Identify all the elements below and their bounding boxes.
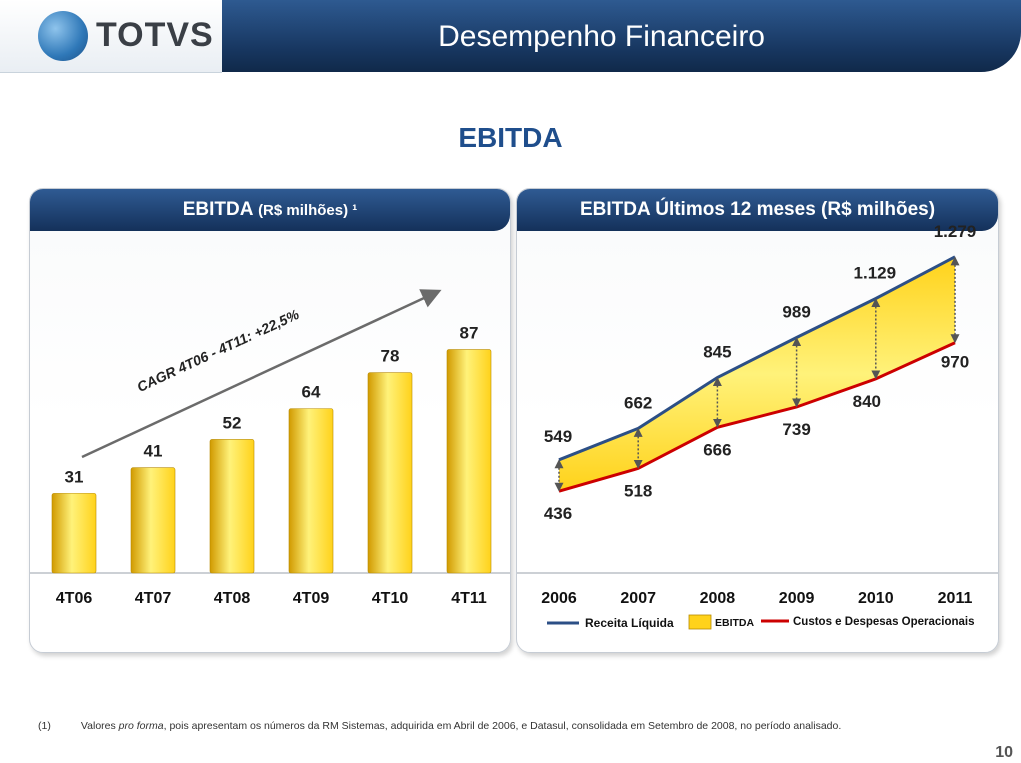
bar-value-label: 78 bbox=[381, 347, 400, 366]
area-x-tick-label: 2006 bbox=[541, 590, 577, 607]
revenue-value-label: 1.279 bbox=[934, 222, 977, 241]
bar-4T10 bbox=[367, 372, 413, 574]
cost-value-label: 666 bbox=[703, 440, 731, 459]
cost-value-label: 518 bbox=[624, 481, 652, 500]
area-x-tick-label: 2008 bbox=[700, 590, 736, 607]
footnote-prefix: Valores bbox=[80, 720, 116, 732]
bar-4T07 bbox=[130, 467, 176, 574]
section-heading: EBITDA bbox=[458, 122, 563, 153]
ebitda-bar-chart-panel: EBITDA (R$ milhões) ¹ 31 4T06 41 4T07 52 4T08… bbox=[29, 188, 511, 653]
area-x-tick-label: 2010 bbox=[858, 590, 894, 607]
bar-chart: 31 4T06 41 4T07 52 4T08 64 4T09 78 4T10 87 4T11 CAGR… bbox=[30, 289, 510, 607]
bar-value-label: 64 bbox=[302, 383, 321, 402]
area-x-tick-label: 2007 bbox=[620, 590, 656, 607]
revenue-value-label: 662 bbox=[624, 393, 652, 412]
brand-name: TOTVS bbox=[96, 16, 214, 54]
ltm-chart-header: EBITDA Últimos 12 meses (R$ milhões) bbox=[517, 189, 998, 231]
bar-value-label: 31 bbox=[65, 467, 84, 486]
bar-chart-title: EBITDA bbox=[182, 199, 253, 220]
page-title: Desempenho Financeiro bbox=[438, 20, 765, 53]
bar-4T11 bbox=[446, 349, 492, 574]
legend-ebitda-swatch bbox=[688, 614, 712, 630]
bar-category-label: 4T08 bbox=[214, 590, 251, 607]
ebitda-ltm-chart-panel: EBITDA Últimos 12 meses (R$ milhões) 549… bbox=[516, 188, 999, 653]
bar-chart-header: EBITDA (R$ milhões) ¹ bbox=[30, 189, 510, 231]
footnote-marker: (1) bbox=[38, 720, 51, 732]
cagr-label: CAGR 4T06 - 4T11: +22,5% bbox=[134, 306, 302, 395]
header: TOTVS Desempenho Financeiro bbox=[0, 0, 1021, 74]
cost-value-label: 970 bbox=[941, 353, 969, 372]
ltm-chart-title: EBITDA Últimos 12 meses (R$ milhões) bbox=[579, 199, 936, 220]
cagr-arrow bbox=[81, 289, 442, 459]
bar-value-label: 87 bbox=[460, 324, 479, 343]
footnote-italic: pro forma bbox=[118, 720, 164, 732]
logo-area: TOTVS bbox=[0, 0, 222, 73]
ebitda-area bbox=[559, 256, 955, 492]
bar-value-label: 41 bbox=[144, 442, 163, 461]
revenue-value-label: 989 bbox=[782, 302, 810, 321]
cost-value-label: 436 bbox=[544, 504, 572, 523]
revenue-line bbox=[558, 255, 956, 462]
cost-value-label: 739 bbox=[782, 420, 810, 439]
globe-logo-icon bbox=[38, 11, 88, 61]
bar-4T09 bbox=[288, 408, 334, 574]
cost-line bbox=[558, 341, 956, 493]
area-x-tick-label: 2009 bbox=[779, 590, 815, 607]
title-bar: Desempenho Financeiro bbox=[222, 0, 1021, 72]
legend-ebitda-label: EBITDA bbox=[715, 617, 755, 629]
legend-revenue-label: Receita Líquida bbox=[585, 616, 674, 630]
revenue-value-label: 1.129 bbox=[854, 264, 897, 283]
revenue-value-label: 549 bbox=[544, 427, 572, 446]
bar-category-label: 4T09 bbox=[293, 590, 330, 607]
bar-category-label: 4T07 bbox=[135, 590, 172, 607]
revenue-value-label: 845 bbox=[703, 342, 731, 361]
cost-value-label: 840 bbox=[853, 392, 881, 411]
page-number: 10 bbox=[995, 744, 1013, 761]
bar-category-label: 4T11 bbox=[451, 590, 487, 607]
footnote-text: , pois apresentam os números da RM Siste… bbox=[163, 720, 842, 732]
bar-category-label: 4T06 bbox=[56, 590, 93, 607]
footnote: (1) Valores pro forma, pois apresentam o… bbox=[38, 720, 841, 732]
bar-4T06 bbox=[51, 493, 97, 574]
bar-4T08 bbox=[209, 439, 255, 574]
legend-cost-label: Custos e Despesas Operacionais bbox=[793, 616, 975, 628]
bar-category-label: 4T10 bbox=[372, 590, 409, 607]
bar-chart-title-unit: (R$ milhões) ¹ bbox=[258, 202, 358, 219]
ltm-area-chart: 549 662 845 989 1.129 1.279 436 518 666 739 840 970… bbox=[517, 222, 998, 630]
bar-value-label: 52 bbox=[223, 413, 242, 432]
area-x-tick-label: 2011 bbox=[938, 590, 973, 607]
